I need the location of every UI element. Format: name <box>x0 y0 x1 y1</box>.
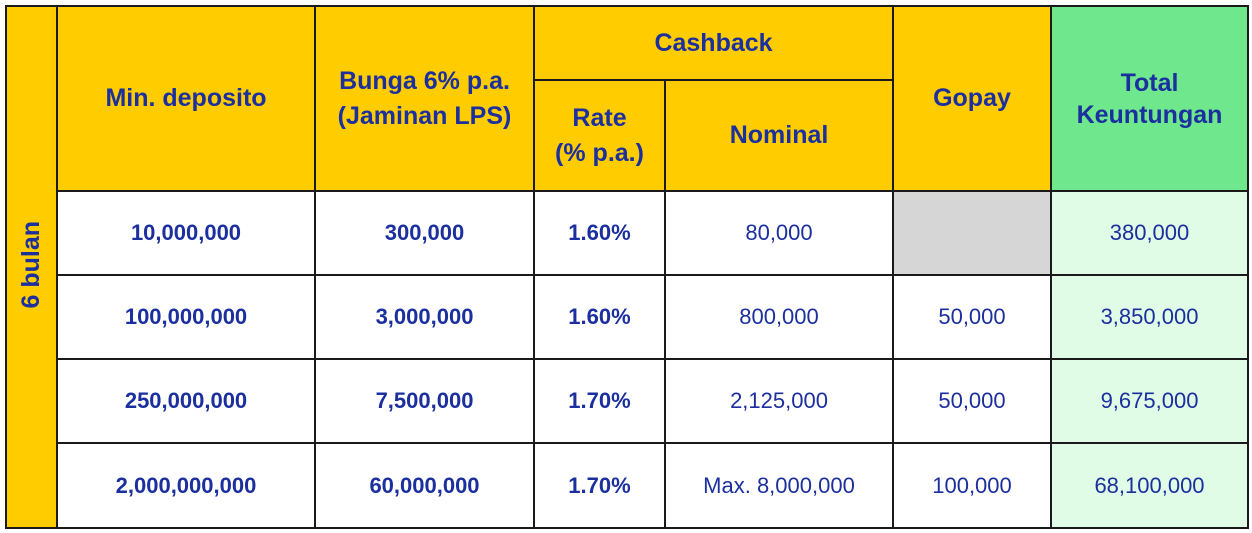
table-row: 2,000,000,000 60,000,000 1.70% Max. 8,00… <box>6 442 1249 529</box>
cell-rate: 1.70% <box>533 358 666 444</box>
period-label: 6 bulan <box>17 220 45 309</box>
cell-min-deposit: 100,000,000 <box>56 274 316 360</box>
cell-interest: 300,000 <box>314 190 535 276</box>
header-min-deposit-label: Min. deposito <box>105 84 267 112</box>
cell-min-deposit: 2,000,000,000 <box>56 442 316 529</box>
header-gopay: Gopay <box>892 5 1052 192</box>
cell-min-deposit: 250,000,000 <box>56 358 316 444</box>
header-rate-line2: (% p.a.) <box>555 138 644 167</box>
header-rate: Rate (% p.a.) <box>533 79 666 192</box>
header-interest-line2: (Jaminan LPS) <box>337 101 512 130</box>
cell-total: 9,675,000 <box>1050 358 1249 444</box>
cell-rate: 1.60% <box>533 274 666 360</box>
cell-total: 380,000 <box>1050 190 1249 276</box>
cell-nominal: Max. 8,000,000 <box>664 442 894 529</box>
header-interest: Bunga 6% p.a. (Jaminan LPS) <box>314 5 535 192</box>
cell-gopay: 50,000 <box>892 274 1052 360</box>
cell-rate: 1.60% <box>533 190 666 276</box>
header-total: Total Keuntungan <box>1050 5 1249 192</box>
period-column: 6 bulan <box>5 5 58 529</box>
cell-total: 3,850,000 <box>1050 274 1249 360</box>
cell-gopay-empty <box>892 190 1052 276</box>
table-row: 10,000,000 300,000 1.60% 80,000 380,000 <box>6 190 1249 276</box>
header-cashback: Cashback <box>533 5 894 81</box>
header-nominal: Nominal <box>664 79 894 192</box>
header-total-line1: Total <box>1120 68 1179 97</box>
cell-interest: 7,500,000 <box>314 358 535 444</box>
cell-min-deposit: 10,000,000 <box>56 190 316 276</box>
cell-total: 68,100,000 <box>1050 442 1249 529</box>
cell-rate: 1.70% <box>533 442 666 529</box>
cell-nominal: 80,000 <box>664 190 894 276</box>
header-cashback-label: Cashback <box>654 28 773 57</box>
table-row: 100,000,000 3,000,000 1.60% 800,000 50,0… <box>6 274 1249 360</box>
cell-nominal: 2,125,000 <box>664 358 894 444</box>
cell-gopay: 100,000 <box>892 442 1052 529</box>
cell-interest: 3,000,000 <box>314 274 535 360</box>
cell-nominal: 800,000 <box>664 274 894 360</box>
header-rate-line1: Rate <box>572 103 627 132</box>
header-min-deposit: Min. deposito <box>56 5 316 192</box>
header-nominal-label: Nominal <box>729 121 829 149</box>
table-row: 250,000,000 7,500,000 1.70% 2,125,000 50… <box>6 358 1249 444</box>
cell-gopay: 50,000 <box>892 358 1052 444</box>
header-interest-line1: Bunga 6% p.a. <box>339 66 510 95</box>
header-total-line2: Keuntungan <box>1076 100 1223 129</box>
cell-interest: 60,000,000 <box>314 442 535 529</box>
deposit-benefit-table: 6 bulan Min. deposito Bunga 6% p.a. (Jam… <box>5 5 1249 529</box>
header-gopay-label: Gopay <box>933 84 1011 112</box>
